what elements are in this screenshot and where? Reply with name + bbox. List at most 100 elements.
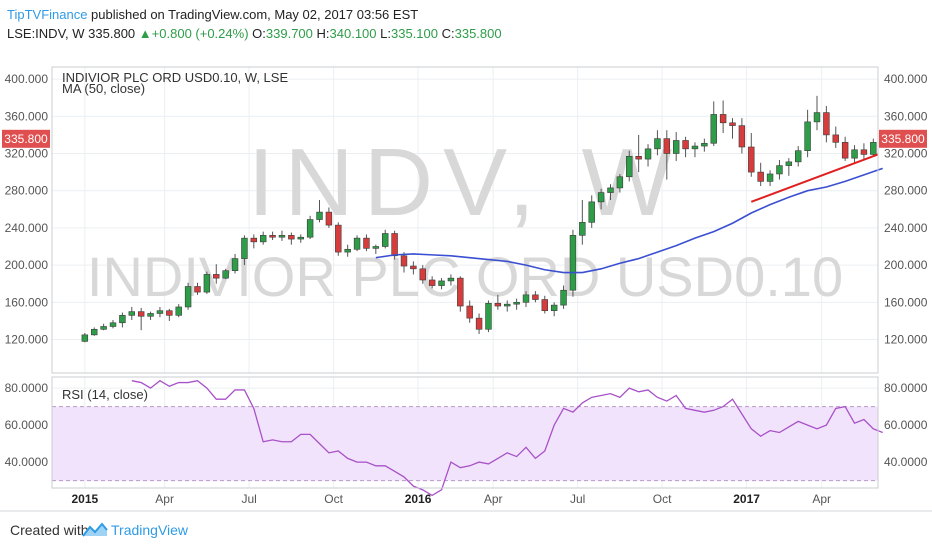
candle[interactable] (560, 289, 567, 306)
tradingview-link[interactable]: TradingView (111, 522, 189, 538)
candle[interactable] (475, 317, 483, 330)
candle[interactable] (532, 294, 539, 300)
candle[interactable] (682, 140, 689, 150)
candle[interactable] (128, 311, 135, 316)
candle[interactable] (457, 277, 464, 307)
candle[interactable] (804, 121, 811, 152)
candle[interactable] (137, 311, 145, 317)
candle[interactable] (776, 165, 783, 175)
candle[interactable] (785, 161, 793, 166)
candle[interactable] (851, 149, 858, 159)
footer: Created with TradingView (0, 512, 932, 550)
candle[interactable] (316, 211, 323, 220)
candle[interactable] (757, 171, 764, 182)
candle[interactable] (522, 294, 530, 303)
candle[interactable] (297, 236, 304, 240)
candle[interactable] (691, 145, 699, 150)
candle[interactable] (241, 237, 248, 259)
candle[interactable] (513, 302, 520, 305)
candle[interactable] (616, 176, 624, 189)
candle[interactable] (335, 224, 342, 253)
candle[interactable] (588, 201, 595, 223)
candle[interactable] (156, 310, 164, 314)
candle[interactable] (344, 248, 351, 253)
price-tick-right: 240.000 (884, 221, 928, 235)
candle[interactable] (428, 279, 436, 286)
candle[interactable] (166, 310, 173, 316)
candle[interactable] (823, 112, 830, 136)
candle[interactable] (748, 146, 755, 173)
candle[interactable] (213, 274, 220, 279)
candle[interactable] (259, 235, 267, 243)
candle[interactable] (550, 304, 558, 311)
candle[interactable] (175, 306, 182, 316)
ma-line[interactable] (375, 167, 883, 274)
candle[interactable] (100, 326, 107, 330)
trend-line[interactable] (750, 153, 879, 203)
candle[interactable] (710, 114, 717, 144)
candle[interactable] (278, 235, 286, 238)
candle[interactable] (109, 322, 117, 327)
candle[interactable] (701, 142, 708, 147)
candle[interactable] (382, 233, 389, 247)
candle[interactable] (644, 148, 652, 160)
price-tag-text: 335.800 (881, 132, 925, 146)
rsi-series[interactable] (131, 379, 883, 497)
candle[interactable] (194, 286, 201, 293)
price-tick-right: 160.000 (884, 295, 928, 309)
candles[interactable] (81, 95, 877, 343)
candle[interactable] (541, 299, 548, 311)
published-text: published on TradingView.com, May 02, 20… (87, 7, 419, 22)
candle[interactable] (372, 246, 380, 249)
chart-canvas[interactable]: INDV, W INDIVIOR PLC ORD USD0.10 120.000… (0, 0, 932, 512)
candle[interactable] (325, 211, 333, 226)
candle[interactable] (597, 192, 605, 203)
candle[interactable] (766, 173, 774, 182)
candle[interactable] (672, 140, 680, 154)
candle[interactable] (119, 315, 126, 324)
candle[interactable] (288, 235, 295, 240)
candle[interactable] (494, 302, 502, 307)
candle[interactable] (438, 280, 445, 286)
candle[interactable] (841, 142, 849, 159)
candle[interactable] (569, 235, 577, 291)
candle[interactable] (81, 334, 89, 342)
candle[interactable] (579, 222, 586, 236)
candle[interactable] (419, 268, 426, 281)
candle[interactable] (635, 155, 642, 160)
candle[interactable] (222, 270, 229, 279)
candle[interactable] (306, 219, 314, 238)
candle[interactable] (363, 237, 370, 249)
candle[interactable] (231, 258, 239, 271)
candle[interactable] (504, 303, 511, 307)
candle[interactable] (719, 114, 727, 124)
author-link[interactable]: TipTVFinance (7, 7, 88, 22)
candle[interactable] (466, 305, 473, 319)
candle[interactable] (870, 142, 877, 155)
candle[interactable] (795, 150, 802, 163)
candle[interactable] (832, 134, 839, 143)
candle[interactable] (729, 122, 736, 126)
candle[interactable] (91, 328, 98, 336)
rsi-line[interactable] (131, 379, 883, 497)
candle[interactable] (663, 138, 671, 154)
candle[interactable] (447, 277, 455, 282)
trend-line-segment[interactable] (750, 153, 879, 203)
candle[interactable] (813, 112, 821, 123)
candle[interactable] (410, 265, 417, 270)
candle[interactable] (485, 302, 492, 330)
candle[interactable] (269, 235, 276, 238)
candle[interactable] (626, 155, 633, 178)
candle[interactable] (654, 138, 661, 150)
candle[interactable] (391, 233, 398, 257)
candle[interactable] (184, 286, 192, 308)
candle[interactable] (147, 313, 154, 317)
candle[interactable] (250, 237, 258, 243)
candle[interactable] (607, 187, 614, 193)
candle[interactable] (738, 125, 746, 148)
ma-series[interactable] (375, 167, 883, 274)
candle[interactable] (860, 149, 868, 155)
candle[interactable] (353, 237, 361, 250)
candle[interactable] (203, 274, 211, 293)
candle[interactable] (400, 255, 408, 267)
